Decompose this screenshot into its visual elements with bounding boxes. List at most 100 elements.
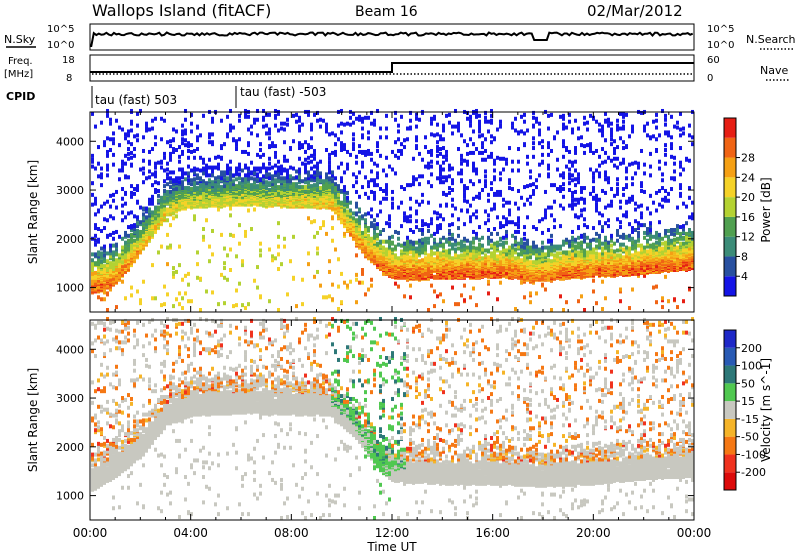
heatmap-cell (394, 229, 397, 234)
heatmap-cell (412, 175, 415, 180)
heatmap-cell (94, 270, 97, 275)
heatmap-cell (124, 264, 127, 269)
heatmap-cell (514, 256, 517, 261)
heatmap-cell (457, 226, 460, 231)
heatmap-cell (451, 236, 454, 241)
heatmap-cell (520, 250, 523, 255)
heatmap-cell (499, 119, 502, 124)
heatmap-cell (283, 127, 286, 132)
heatmap-cell (379, 239, 382, 244)
heatmap-cell (523, 225, 526, 230)
heatmap-cell (235, 170, 238, 175)
cpid-label: CPID (6, 90, 35, 103)
heatmap-cell (340, 130, 343, 135)
heatmap-cell (160, 137, 163, 142)
heatmap-cell (361, 214, 364, 219)
heatmap-cell (166, 218, 169, 223)
heatmap-cell (109, 204, 112, 209)
heatmap-cell (277, 128, 280, 133)
heatmap-cell (364, 228, 367, 232)
heatmap-cell (115, 258, 118, 263)
heatmap-cell (229, 232, 232, 237)
heatmap-cell (307, 251, 310, 256)
heatmap-cell (535, 116, 538, 121)
heatmap-cell (292, 139, 295, 144)
heatmap-cell (481, 188, 484, 192)
heatmap-cell (340, 188, 343, 193)
heatmap-cell (193, 214, 196, 219)
heatmap-cell (97, 208, 100, 213)
heatmap-cell (514, 222, 517, 227)
heatmap-cell (121, 168, 124, 173)
heatmap-cell (112, 253, 115, 258)
heatmap-cell (163, 284, 166, 289)
heatmap-cell (466, 245, 469, 250)
heatmap-cell (352, 120, 355, 125)
heatmap-cell (133, 223, 136, 228)
heatmap-cell (535, 185, 538, 190)
heatmap-cell (451, 166, 454, 171)
heatmap-cell (406, 251, 409, 256)
heatmap-cell (415, 135, 418, 140)
heatmap-cell (232, 233, 235, 238)
heatmap-cell (187, 141, 190, 146)
heatmap-cell (385, 155, 388, 160)
heatmap-cell (361, 280, 364, 285)
heatmap-cell (139, 229, 142, 234)
heatmap-cell (265, 184, 268, 189)
heatmap-cell (439, 147, 442, 152)
heatmap-cell (271, 141, 274, 146)
heatmap-cell (283, 121, 286, 126)
heatmap-cell (502, 248, 505, 253)
nsky-tick-top: 10^5 (47, 24, 74, 35)
heatmap-cell (112, 257, 115, 262)
heatmap-cell (193, 166, 196, 171)
heatmap-cell (223, 275, 226, 280)
heatmap-cell (313, 164, 316, 169)
heatmap-cell (475, 194, 478, 199)
heatmap-cell (544, 208, 547, 213)
heatmap-cell (127, 238, 130, 243)
heatmap-cell (379, 187, 382, 192)
freq-tick-top: 18 (62, 55, 75, 66)
heatmap-cell (262, 124, 265, 129)
heatmap-cell (427, 161, 430, 166)
heatmap-cell (103, 244, 106, 249)
heatmap-cell (310, 122, 313, 127)
heatmap-cell (184, 143, 187, 148)
heatmap-cell (211, 165, 214, 170)
heatmap-cell (457, 246, 460, 251)
heatmap-cell (547, 145, 550, 150)
heatmap-cell (490, 151, 493, 156)
cpid-segment-2: tau (fast) -503 (240, 85, 326, 99)
heatmap-cell (232, 179, 235, 184)
heatmap-cell (550, 308, 553, 312)
heatmap-cell (214, 176, 217, 181)
heatmap-cell (127, 211, 130, 216)
heatmap-cell (241, 184, 244, 189)
heatmap-cell (466, 208, 469, 213)
heatmap-cell (460, 248, 463, 253)
heatmap-cell (292, 182, 295, 187)
heatmap-cell (475, 303, 478, 308)
heatmap-cell (172, 170, 175, 175)
heatmap-cell (511, 168, 514, 173)
heatmap-cell (415, 116, 418, 121)
heatmap-cell (481, 243, 484, 248)
heatmap-cell (439, 176, 442, 181)
heatmap-cell (433, 257, 436, 262)
heatmap-cell (397, 205, 400, 210)
heatmap-cell (241, 303, 244, 308)
heatmap-cell (214, 165, 217, 170)
heatmap-cell (292, 166, 295, 171)
heatmap-cell (151, 126, 154, 131)
heatmap-cell (190, 112, 193, 117)
heatmap-cell (280, 126, 283, 131)
heatmap-cell (442, 160, 445, 165)
heatmap-cell (247, 199, 250, 204)
heatmap-cell (343, 188, 346, 192)
heatmap-cell (376, 222, 379, 227)
heatmap-cell (91, 202, 94, 207)
heatmap-cell (484, 115, 487, 120)
heatmap-cell (352, 184, 355, 189)
